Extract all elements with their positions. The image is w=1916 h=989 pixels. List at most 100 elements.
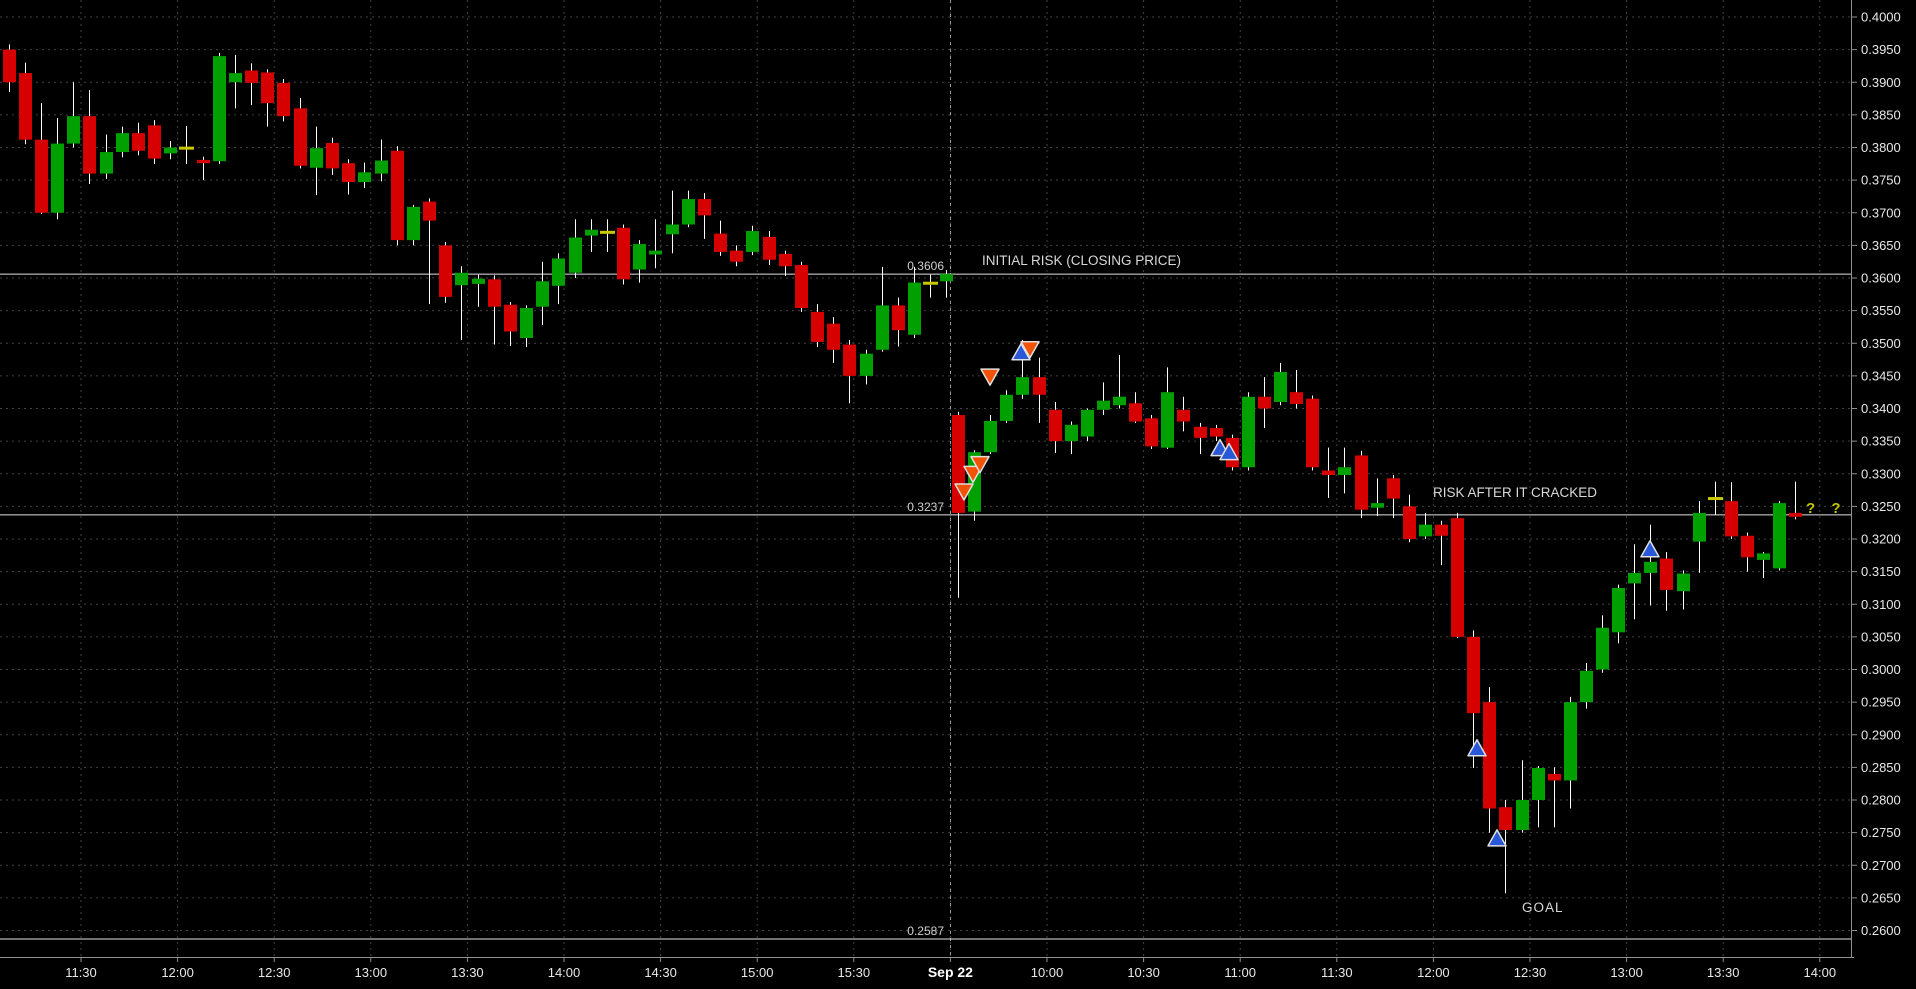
bear-candle bbox=[197, 159, 210, 164]
bear-candle bbox=[423, 201, 436, 221]
bear-candle bbox=[1451, 518, 1464, 637]
bear-candle bbox=[1033, 377, 1046, 395]
grid-lines bbox=[0, 0, 1851, 957]
time-tick-label: 13:30 bbox=[1707, 965, 1740, 980]
bear-candle bbox=[892, 305, 905, 331]
price-tick-label: 0.3400 bbox=[1861, 401, 1901, 416]
price-tick-label: 0.3600 bbox=[1861, 271, 1901, 286]
text-annotations: INITIAL RISK (CLOSING PRICE) RISK AFTER I… bbox=[982, 253, 1847, 915]
time-tick-label: 13:00 bbox=[1610, 965, 1643, 980]
time-tick-label: 13:00 bbox=[355, 965, 388, 980]
bull-candle bbox=[876, 305, 889, 350]
time-tick-label: 14:00 bbox=[1804, 965, 1837, 980]
bull-candle bbox=[455, 272, 468, 286]
bear-candle bbox=[1194, 426, 1207, 438]
price-tick-label: 0.3150 bbox=[1861, 564, 1901, 579]
initial-risk-label: INITIAL RISK (CLOSING PRICE) bbox=[982, 253, 1181, 268]
price-tick-label: 0.3850 bbox=[1861, 107, 1901, 122]
bear-candle bbox=[1210, 428, 1223, 437]
bear-candle bbox=[698, 199, 711, 216]
bear-candle bbox=[1355, 455, 1368, 510]
bull-candle bbox=[552, 258, 565, 286]
price-level-label: 0.3606 bbox=[907, 259, 944, 273]
horizontal-price-lines[interactable]: 0.3606 0.3237 0.2587 bbox=[0, 259, 1851, 940]
bull-candle bbox=[1596, 627, 1609, 670]
bull-candle bbox=[1580, 670, 1593, 703]
bull-candle bbox=[1773, 503, 1786, 569]
bear-candle bbox=[1145, 418, 1158, 447]
bear-candle bbox=[811, 311, 824, 342]
bull-candle bbox=[682, 199, 695, 225]
price-tick-label: 0.3050 bbox=[1861, 629, 1901, 644]
doji-candle bbox=[600, 230, 615, 234]
bear-candle bbox=[1049, 409, 1062, 442]
bear-candle bbox=[504, 304, 517, 332]
bear-candle bbox=[1741, 535, 1754, 558]
bull-candle bbox=[116, 133, 129, 153]
bear-candle bbox=[439, 245, 452, 297]
bull-candle bbox=[51, 143, 64, 213]
bull-candle bbox=[213, 56, 226, 162]
bull-candle bbox=[164, 147, 177, 154]
bear-candle bbox=[714, 233, 727, 252]
time-tick-label: 10:30 bbox=[1127, 965, 1160, 980]
bear-candle bbox=[294, 108, 307, 166]
price-tick-label: 0.2700 bbox=[1861, 858, 1901, 873]
price-tick-label: 0.3300 bbox=[1861, 466, 1901, 481]
bull-candle bbox=[1757, 553, 1770, 560]
bear-candle bbox=[326, 142, 339, 169]
bear-candle bbox=[843, 344, 856, 376]
bull-candle bbox=[1532, 768, 1545, 800]
bear-candle bbox=[1483, 702, 1496, 809]
time-tick-label: 14:00 bbox=[548, 965, 581, 980]
bull-candle bbox=[1338, 467, 1351, 476]
bull-candle bbox=[67, 116, 80, 144]
bear-candle bbox=[19, 73, 32, 140]
bear-candle bbox=[1290, 392, 1303, 404]
time-tick-label: 11:30 bbox=[65, 965, 97, 980]
bull-candle bbox=[649, 250, 662, 255]
bear-candle bbox=[617, 227, 630, 280]
sell-arrow-down-icon bbox=[970, 455, 990, 474]
sell-arrow-down-icon bbox=[954, 483, 974, 501]
bear-candle bbox=[827, 323, 840, 350]
bear-candle bbox=[1467, 636, 1480, 714]
bear-candle bbox=[148, 125, 161, 159]
bull-candle bbox=[1371, 503, 1384, 508]
bull-candle bbox=[1628, 572, 1641, 584]
bull-candle bbox=[1612, 587, 1625, 633]
doji-candle bbox=[179, 146, 194, 150]
bear-candle bbox=[1306, 398, 1319, 468]
bear-candle bbox=[3, 49, 16, 83]
price-tick-label: 0.2650 bbox=[1861, 890, 1901, 905]
bull-candle bbox=[536, 281, 549, 307]
price-tick-label: 0.3800 bbox=[1861, 140, 1901, 155]
bull-candle bbox=[1081, 409, 1094, 437]
bear-candle bbox=[277, 82, 290, 117]
price-tick-label: 0.3650 bbox=[1861, 238, 1901, 253]
bull-candle bbox=[358, 172, 371, 183]
bull-candle bbox=[633, 244, 646, 270]
bull-candle bbox=[1644, 561, 1657, 573]
bear-candle bbox=[1435, 524, 1448, 536]
bull-candle bbox=[375, 160, 388, 174]
time-tick-label: 15:00 bbox=[741, 965, 774, 980]
bear-candle bbox=[83, 116, 96, 174]
bear-candle bbox=[488, 279, 501, 307]
bear-candle bbox=[1177, 409, 1190, 422]
price-tick-label: 0.3700 bbox=[1861, 205, 1901, 220]
price-tick-label: 0.2750 bbox=[1861, 825, 1901, 840]
price-tick-label: 0.2600 bbox=[1861, 923, 1901, 938]
buy-arrow-up-icon bbox=[1640, 540, 1660, 558]
bear-candle bbox=[1403, 506, 1416, 539]
sell-arrow-down-icon bbox=[963, 465, 983, 484]
bear-candle bbox=[132, 133, 145, 151]
question-marks: ? ? bbox=[1806, 500, 1847, 517]
price-tick-label: 0.3550 bbox=[1861, 303, 1901, 318]
bull-candle bbox=[100, 152, 113, 174]
price-level-label: 0.3237 bbox=[907, 500, 944, 514]
bear-candle bbox=[1322, 470, 1335, 476]
